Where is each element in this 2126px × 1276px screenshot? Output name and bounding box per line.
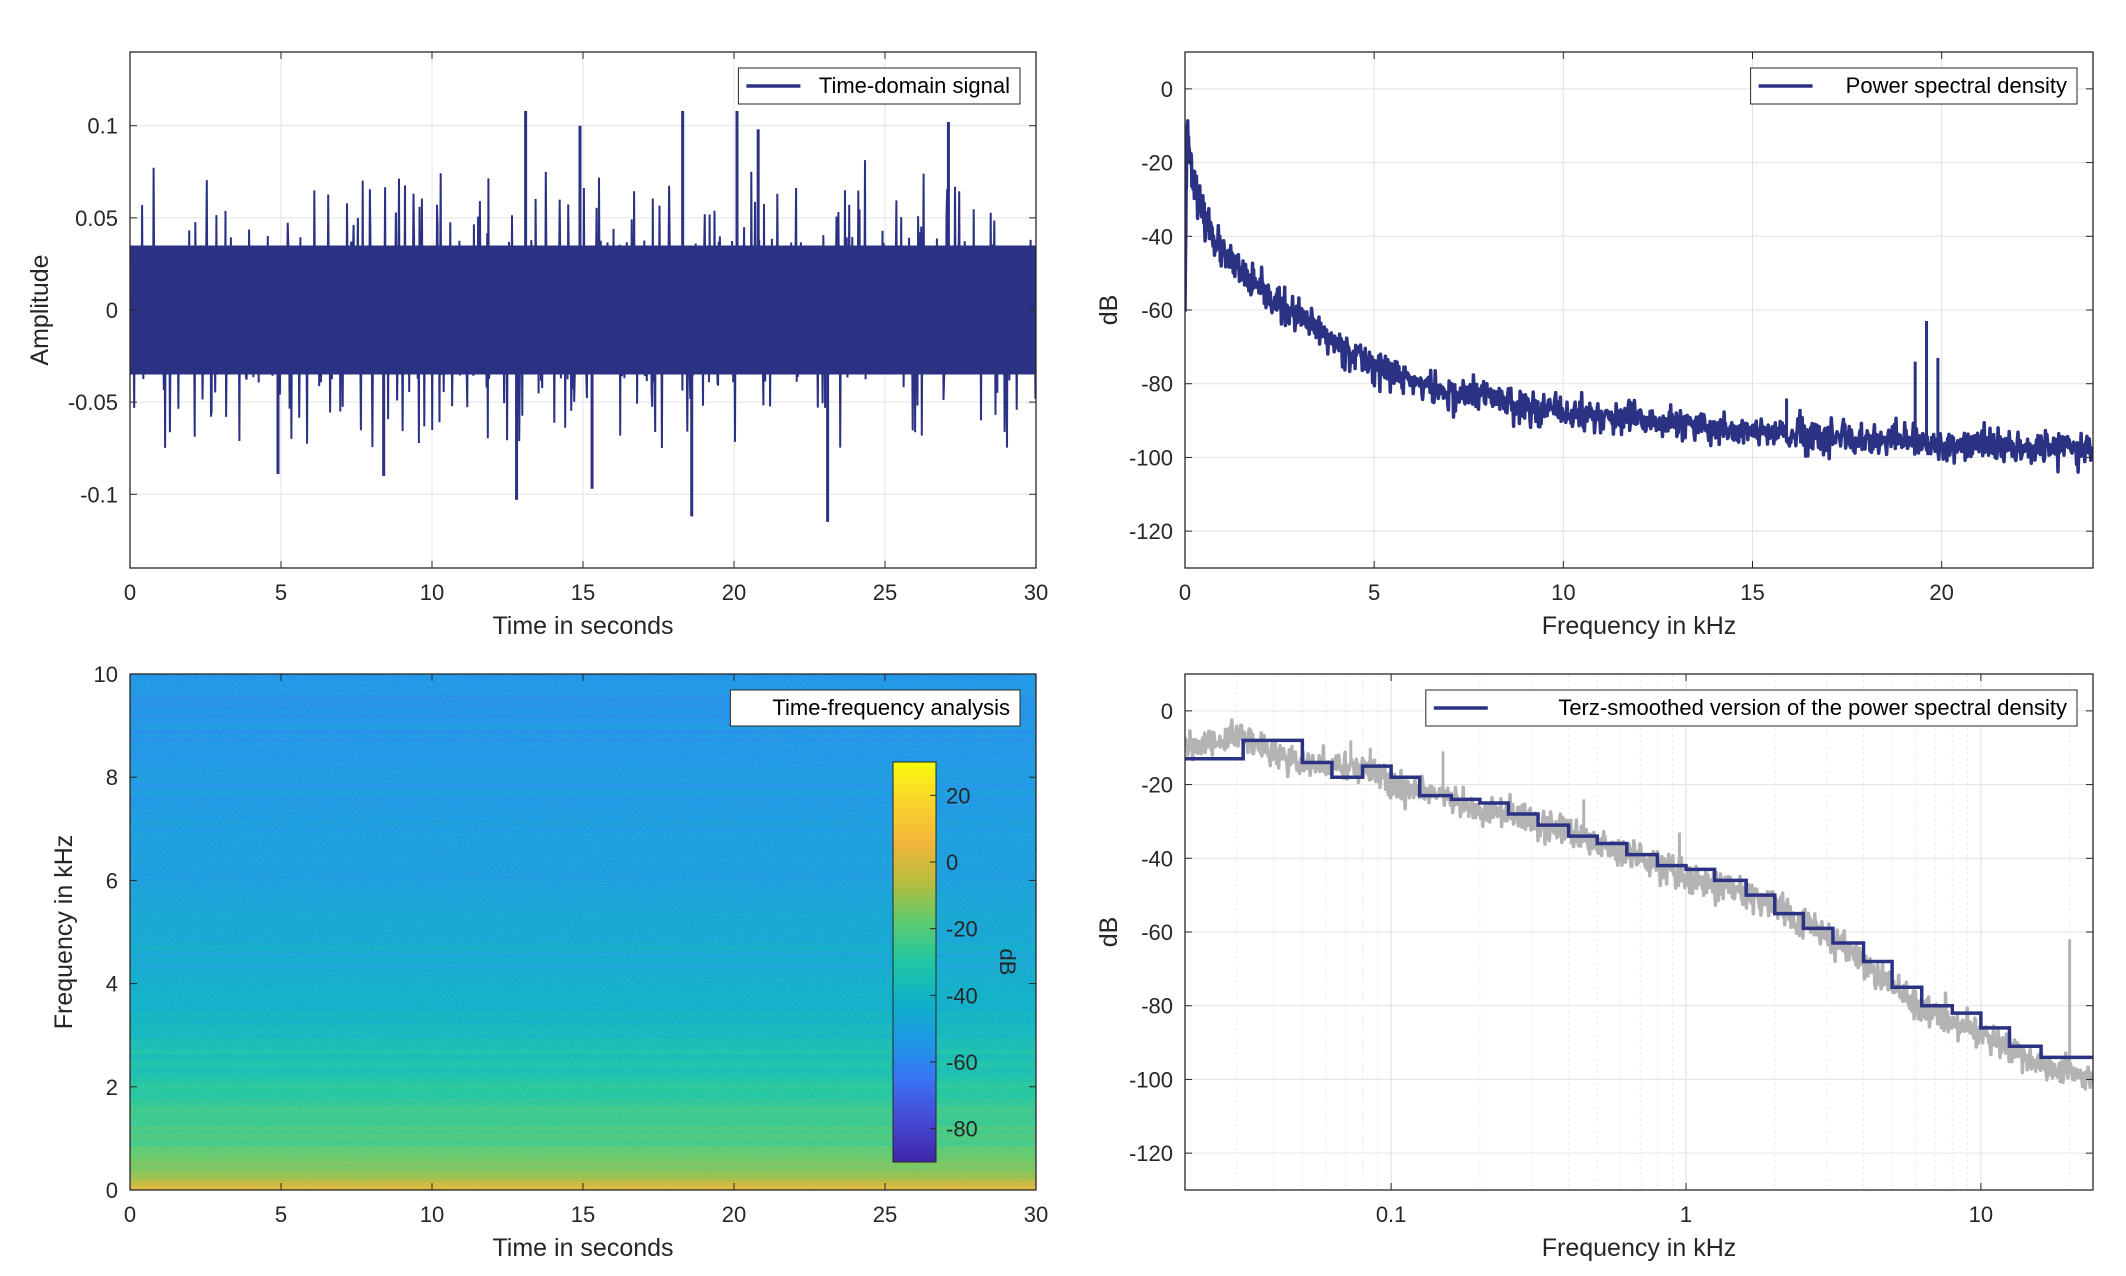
plot-content bbox=[1185, 119, 2093, 474]
y-tick-label: -0.05 bbox=[68, 390, 118, 415]
axes-overlay: 0 5 10 15 20 25 30 -0.1 -0.05 0 0.05 0.1 Time in sec… bbox=[26, 51, 1048, 640]
legend-label: Terz-smoothed version of the power spect… bbox=[1558, 695, 2067, 720]
colorbar-tick-label: -40 bbox=[946, 983, 978, 1008]
x-tick-label: 0 bbox=[124, 1202, 136, 1227]
y-tick-label: 0 bbox=[1161, 77, 1173, 102]
raw-psd-line bbox=[1185, 718, 2093, 1091]
y-tick-label: -20 bbox=[1141, 151, 1173, 176]
x-tick-label: 1 bbox=[1680, 1202, 1692, 1227]
x-axis-label: Time in seconds bbox=[492, 1234, 673, 1262]
time-domain-axes: 0 5 10 15 20 25 30 -0.1 -0.05 0 0.05 0.1 Time in sec… bbox=[26, 51, 1048, 640]
legend-label: Power spectral density bbox=[1846, 73, 2067, 98]
x-tick-label: 20 bbox=[722, 1202, 746, 1227]
colorbar-tick-label: -80 bbox=[946, 1117, 978, 1142]
colorbar-tick-label: -60 bbox=[946, 1050, 978, 1075]
y-axis-label: dB bbox=[1095, 295, 1123, 326]
axes-overlay: 0 5 10 15 20 25 30 0 2 4 6 8 10 Time in seconds Freque… bbox=[50, 662, 1048, 1262]
y-axis-label: Frequency in kHz bbox=[50, 835, 78, 1030]
x-tick-label: 10 bbox=[1551, 580, 1575, 605]
x-tick-label: 10 bbox=[420, 1202, 444, 1227]
x-tick-label: 15 bbox=[571, 580, 595, 605]
x-tick-label: 10 bbox=[420, 580, 444, 605]
axes-overlay: 0 5 10 15 20 -120 -100 -80 -60 -40 -20 0 Frequency i… bbox=[1095, 51, 2094, 640]
y-tick-label: 4 bbox=[106, 972, 118, 997]
axes-box bbox=[1184, 673, 2094, 1191]
x-tick-label: 5 bbox=[1368, 580, 1380, 605]
x-tick-label: 15 bbox=[571, 1202, 595, 1227]
legend-box bbox=[729, 689, 1021, 727]
x-tick-label: 30 bbox=[1024, 1202, 1048, 1227]
axes-box bbox=[129, 51, 1037, 569]
x-tick-label: 15 bbox=[1740, 580, 1764, 605]
y-tick-label: -60 bbox=[1141, 920, 1173, 945]
y-tick-label: 2 bbox=[106, 1075, 118, 1100]
axes-box bbox=[129, 673, 1037, 1191]
y-tick-label: 8 bbox=[106, 765, 118, 790]
y-tick-label: 0.05 bbox=[75, 206, 118, 231]
y-tick-label: -40 bbox=[1141, 846, 1173, 871]
x-tick-label: 25 bbox=[873, 580, 897, 605]
x-tick-label: 30 bbox=[1024, 580, 1048, 605]
y-tick-label: 10 bbox=[94, 662, 118, 687]
y-tick-label: -120 bbox=[1129, 1141, 1173, 1166]
x-axis-label: Time in seconds bbox=[492, 612, 673, 640]
colorbar-tick-label: 0 bbox=[946, 850, 958, 875]
x-tick-label: 5 bbox=[275, 1202, 287, 1227]
colorbar-tick-label: 20 bbox=[946, 783, 970, 808]
terz-smoothed-psd-axes: 0.1 1 10 -120 -100 -80 -60 -40 -20 0 Frequency in … bbox=[1095, 673, 2094, 1262]
x-tick-label: 0 bbox=[1179, 580, 1191, 605]
axes-box bbox=[1184, 51, 2094, 569]
signal-line bbox=[130, 160, 1036, 449]
psd-line bbox=[1185, 119, 2093, 474]
y-tick-label: -60 bbox=[1141, 298, 1173, 323]
y-tick-label: -100 bbox=[1129, 445, 1173, 470]
x-tick-label: 20 bbox=[1929, 580, 1953, 605]
spectrogram-noise bbox=[130, 674, 1036, 1190]
y-tick-label: 0.1 bbox=[87, 114, 118, 139]
y-tick-label: -80 bbox=[1141, 372, 1173, 397]
y-axis-label: Amplitude bbox=[26, 254, 54, 365]
y-tick-label: 0 bbox=[1161, 699, 1173, 724]
y-tick-label: -40 bbox=[1141, 224, 1173, 249]
colorbar bbox=[892, 761, 937, 1163]
x-tick-label: 20 bbox=[722, 580, 746, 605]
spectrogram-axes: 0 5 10 15 20 25 30 0 2 4 6 8 10 Time in seconds Freque… bbox=[50, 662, 1048, 1262]
y-axis-label: dB bbox=[1095, 917, 1123, 948]
gridlines bbox=[1185, 674, 2093, 1190]
x-tick-label: 10 bbox=[1969, 1202, 1993, 1227]
colorbar-label: dB bbox=[995, 949, 1020, 976]
y-tick-label: -20 bbox=[1141, 773, 1173, 798]
colorbar-tick-label: -20 bbox=[946, 917, 978, 942]
y-tick-label: -100 bbox=[1129, 1067, 1173, 1092]
power-spectral-density-axes: 0 5 10 15 20 -120 -100 -80 -60 -40 -20 0 Frequency i… bbox=[1095, 51, 2094, 640]
x-axis-label: Frequency in kHz bbox=[1542, 1234, 1737, 1262]
x-tick-label: 25 bbox=[873, 1202, 897, 1227]
y-tick-label: -120 bbox=[1129, 519, 1173, 544]
x-tick-label: 0 bbox=[124, 580, 136, 605]
plot-content bbox=[1185, 718, 2093, 1091]
x-axis-label: Frequency in kHz bbox=[1542, 612, 1737, 640]
y-tick-label: -0.1 bbox=[80, 482, 118, 507]
y-tick-label: 0 bbox=[106, 298, 118, 323]
legend-box bbox=[1425, 689, 2078, 727]
y-tick-label: 6 bbox=[106, 868, 118, 893]
axes-overlay: 0.1 1 10 -120 -100 -80 -60 -40 -20 0 Frequency in … bbox=[1095, 673, 2094, 1262]
x-tick-label: 0.1 bbox=[1376, 1202, 1407, 1227]
legend-label: Time-frequency analysis bbox=[772, 695, 1010, 720]
x-tick-label: 5 bbox=[275, 580, 287, 605]
y-tick-label: 0 bbox=[106, 1178, 118, 1203]
legend-label: Time-domain signal bbox=[819, 73, 1010, 98]
y-tick-label: -80 bbox=[1141, 994, 1173, 1019]
terz-smoothed-line bbox=[1185, 738, 2093, 1060]
plot-content bbox=[130, 110, 1036, 522]
